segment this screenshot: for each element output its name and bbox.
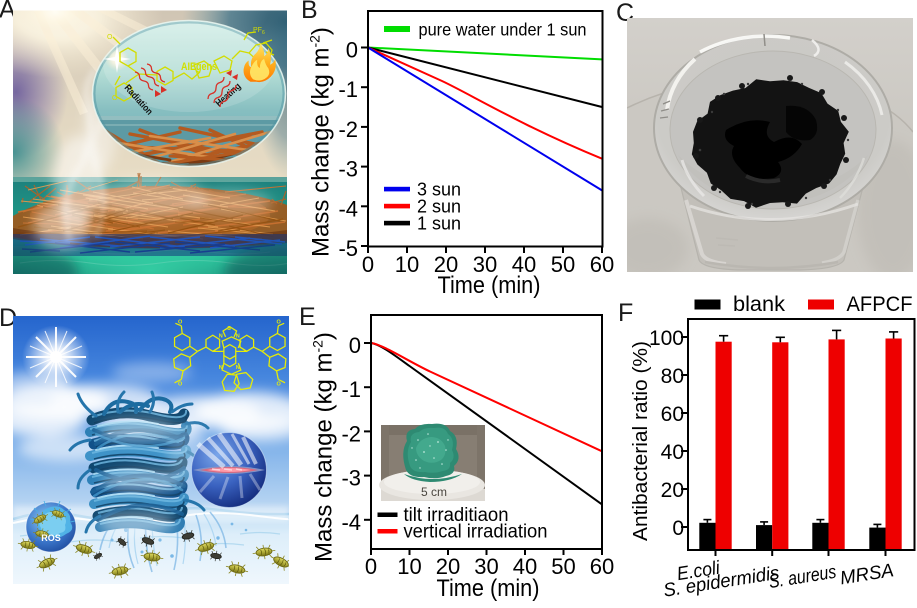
svg-text:D: D: [0, 304, 17, 332]
svg-text:vertical irradiation: vertical irradiation: [404, 522, 548, 543]
svg-text:pure water under 1 sun: pure water under 1 sun: [419, 20, 587, 40]
svg-text:-3: -3: [338, 157, 358, 182]
svg-text:-5: -5: [338, 236, 358, 261]
svg-text:AFPCF: AFPCF: [847, 293, 913, 316]
svg-text:10: 10: [395, 252, 419, 277]
svg-text:O: O: [178, 319, 183, 325]
svg-text:50: 50: [551, 252, 575, 277]
svg-text:O: O: [112, 95, 118, 102]
svg-text:100: 100: [649, 327, 684, 350]
svg-text:20: 20: [434, 252, 458, 277]
svg-text:0: 0: [349, 333, 361, 358]
svg-text:0: 0: [672, 517, 684, 540]
svg-text:40: 40: [512, 252, 536, 277]
svg-text:blank: blank: [733, 293, 786, 316]
svg-text:S: S: [227, 326, 231, 332]
svg-text:O: O: [107, 34, 113, 41]
svg-text:B: B: [301, 0, 318, 24]
svg-text:2 sun: 2 sun: [417, 197, 461, 217]
svg-text:20: 20: [436, 554, 460, 579]
svg-text:20: 20: [661, 479, 684, 502]
svg-text:N: N: [219, 365, 223, 371]
svg-text:AIEgens: AIEgens: [181, 61, 217, 73]
svg-text:Antibacterial ratio (%): Antibacterial ratio (%): [630, 341, 652, 541]
svg-text:3 sun: 3 sun: [417, 180, 461, 200]
svg-text:N: N: [219, 334, 223, 340]
svg-text:10: 10: [397, 554, 421, 579]
svg-text:5 cm: 5 cm: [421, 485, 447, 499]
svg-text:-3: -3: [341, 466, 361, 491]
svg-text:O: O: [277, 381, 282, 387]
svg-text:E: E: [299, 303, 316, 331]
svg-text:F: F: [618, 299, 633, 327]
svg-text:Mass change (kg m-2): Mass change (kg m-2): [310, 332, 338, 562]
svg-text:Time (min): Time (min): [437, 575, 540, 602]
svg-text:tilt irraditiaon: tilt irraditiaon: [404, 505, 509, 526]
svg-text:Mass change (kg m-2): Mass change (kg m-2): [307, 27, 335, 257]
svg-text:-4: -4: [341, 510, 361, 535]
svg-text:-2: -2: [341, 421, 361, 446]
svg-text:-2: -2: [338, 117, 358, 142]
svg-text:50: 50: [551, 554, 575, 579]
svg-text:-1: -1: [338, 77, 358, 102]
svg-text:40: 40: [513, 554, 537, 579]
svg-text:MRSA: MRSA: [839, 560, 896, 589]
svg-text:40: 40: [661, 441, 684, 464]
svg-text:30: 30: [473, 252, 497, 277]
svg-text:30: 30: [474, 554, 498, 579]
svg-text:O: O: [178, 381, 183, 387]
svg-text:PF: PF: [253, 27, 262, 34]
svg-text:80: 80: [661, 365, 684, 388]
svg-text:Time (min): Time (min): [438, 272, 541, 299]
svg-text:0: 0: [346, 38, 358, 63]
svg-text:0: 0: [365, 554, 377, 579]
svg-text:60: 60: [590, 554, 614, 579]
svg-text:ROS: ROS: [41, 533, 61, 543]
svg-text:60: 60: [590, 252, 614, 277]
svg-text:-4: -4: [338, 196, 358, 221]
svg-text:1 sun: 1 sun: [417, 214, 461, 234]
svg-text:-1: -1: [341, 377, 361, 402]
svg-text:6: 6: [262, 30, 265, 36]
svg-text:A: A: [0, 0, 16, 24]
svg-text:60: 60: [661, 403, 684, 426]
svg-text:N: N: [236, 365, 240, 371]
svg-text:0: 0: [362, 252, 374, 277]
svg-text:N: N: [236, 334, 240, 340]
svg-text:O: O: [277, 319, 282, 325]
